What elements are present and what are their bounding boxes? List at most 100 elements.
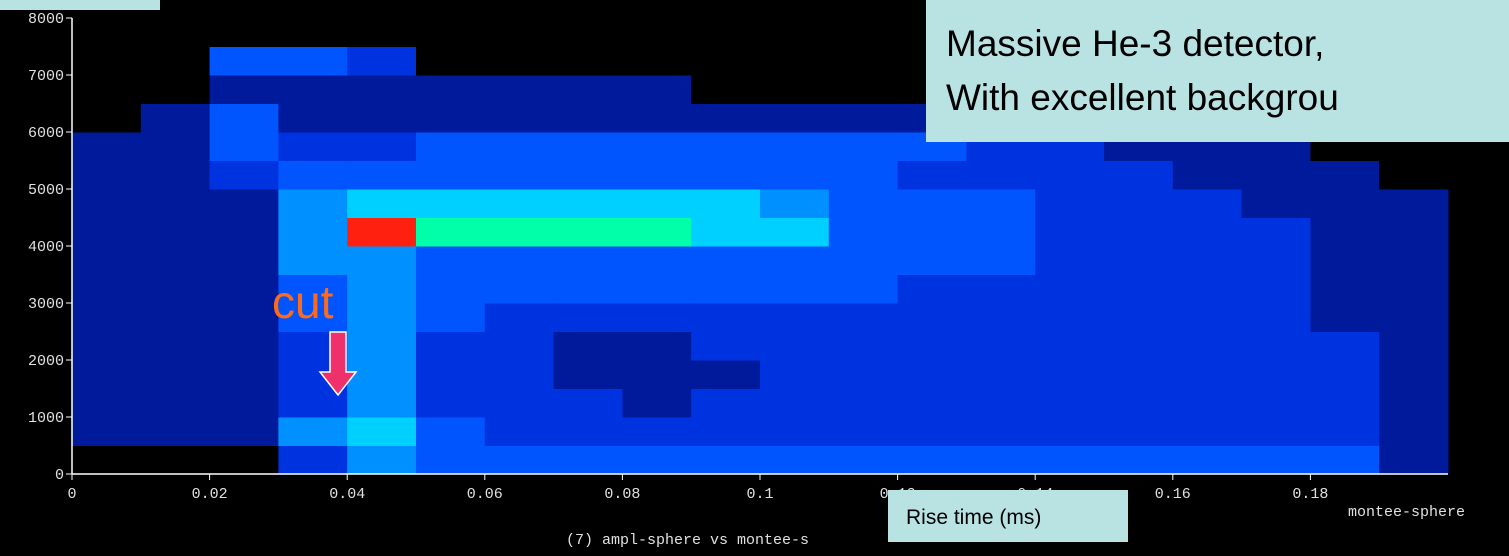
heat-cell: [553, 217, 623, 247]
heat-cell: [72, 18, 142, 47]
heat-cell: [966, 246, 1036, 275]
heat-cell: [416, 75, 486, 104]
heat-cell: [622, 46, 692, 76]
heat-cell: [760, 246, 830, 275]
heat-cell: [553, 360, 623, 389]
heat-cell: [760, 417, 830, 446]
heat-cell: [553, 189, 623, 218]
heat-cell: [72, 160, 142, 190]
heat-cell: [1379, 217, 1449, 247]
heat-cell: [1104, 189, 1174, 218]
heat-cell: [1104, 303, 1174, 332]
heat-cell: [691, 160, 761, 190]
heat-cell: [209, 18, 279, 47]
caption: (7) ampl-sphere vs montee-s: [566, 532, 809, 549]
heat-cell: [278, 160, 348, 190]
cut-arrow: [318, 331, 358, 397]
heat-cell: [622, 360, 692, 389]
heat-cell: [209, 75, 279, 104]
y-tick-label: 3000: [28, 296, 64, 313]
heat-cell: [347, 388, 417, 418]
heatmap: [72, 18, 1449, 475]
heat-cell: [1172, 274, 1243, 304]
x-tick-label: 0.1: [746, 486, 773, 503]
heat-cell: [1241, 331, 1311, 361]
heat-cell: [1035, 388, 1105, 418]
heat-cell: [1379, 417, 1449, 446]
x-tick-label: 0.06: [467, 486, 503, 503]
heat-cell: [72, 388, 142, 418]
heat-cell: [1241, 360, 1311, 389]
heat-cell: [622, 75, 692, 104]
heat-cell: [347, 417, 417, 446]
y-tick-label: 8000: [28, 11, 64, 28]
heat-cell: [347, 331, 417, 361]
heat-cell: [760, 360, 830, 389]
heat-cell: [1310, 160, 1380, 190]
heat-cell: [1035, 445, 1105, 475]
heat-cell: [484, 246, 555, 275]
annotation: With excellent backgrou: [946, 77, 1339, 118]
heat-cell: [72, 217, 142, 247]
heat-cell: [828, 417, 899, 446]
heat-cell: [897, 303, 967, 332]
heat-cell: [760, 160, 830, 190]
heat-cell: [553, 160, 623, 190]
heat-cell: [828, 274, 899, 304]
heat-cell: [897, 189, 967, 218]
heat-cell: [484, 46, 555, 76]
heat-cell: [1104, 160, 1174, 190]
heat-cell: [691, 217, 761, 247]
heat-cell: [1241, 303, 1311, 332]
heat-cell: [1310, 331, 1380, 361]
heat-cell: [828, 18, 899, 47]
heat-cell: [897, 160, 967, 190]
heat-cell: [484, 132, 555, 161]
heat-cell: [416, 274, 486, 304]
axis-name: montee-sphere: [1348, 504, 1465, 521]
heat-cell: [278, 445, 348, 475]
heat-cell: [72, 46, 142, 76]
heat-cell: [1310, 445, 1380, 475]
heat-cell: [1172, 331, 1243, 361]
heat-cell: [140, 331, 211, 361]
heat-cell: [140, 360, 211, 389]
heat-cell: [622, 217, 692, 247]
heat-cell: [966, 217, 1036, 247]
heat-cell: [484, 417, 555, 446]
heat-cell: [140, 246, 211, 275]
heat-cell: [416, 360, 486, 389]
heat-cell: [1310, 274, 1380, 304]
heat-cell: [1035, 360, 1105, 389]
heat-cell: [1241, 160, 1311, 190]
heat-cell: [209, 160, 279, 190]
heat-cell: [1379, 160, 1449, 190]
heat-cell: [828, 360, 899, 389]
heat-cell: [1104, 274, 1174, 304]
heat-cell: [484, 75, 555, 104]
heat-cell: [1172, 189, 1243, 218]
heat-cell: [347, 75, 417, 104]
heat-cell: [140, 303, 211, 332]
heat-cell: [1310, 246, 1380, 275]
heat-cell: [1172, 160, 1243, 190]
heat-cell: [72, 445, 142, 475]
axes: 00.020.040.060.080.10.120.140.160.180100…: [28, 11, 1448, 503]
heat-cell: [278, 246, 348, 275]
heat-cell: [1379, 274, 1449, 304]
heat-cell: [278, 132, 348, 161]
heat-cell: [760, 217, 830, 247]
heat-cell: [347, 132, 417, 161]
heat-cell: [347, 217, 417, 247]
heat-cell: [691, 189, 761, 218]
heat-cell: [966, 388, 1036, 418]
heat-cell: [1035, 217, 1105, 247]
heat-cell: [416, 417, 486, 446]
heat-cell: [278, 303, 348, 332]
heat-cell: [897, 445, 967, 475]
heat-cell: [347, 360, 417, 389]
heat-cell: [760, 103, 830, 133]
heat-cell: [416, 18, 486, 47]
heat-cell: [1035, 160, 1105, 190]
